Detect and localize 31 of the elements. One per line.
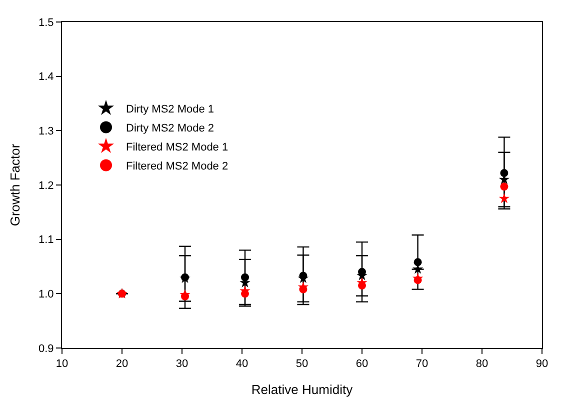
y-tick-label: 0.9 [38,342,54,355]
x-tick-label: 40 [236,358,248,370]
point [414,276,422,284]
x-tick-label: 20 [116,358,128,370]
x-tick-label: 70 [416,358,428,370]
x-axis-title: Relative Humidity [251,382,354,397]
point [500,182,508,191]
y-tick-label: 1.1 [38,234,54,246]
y-tick-label: 1.3 [38,126,54,138]
point [498,192,510,204]
point [241,273,249,282]
point [299,272,308,280]
legend-label: Dirty MS2 Mode 1 [126,104,214,116]
y-tick-label: 1.4 [38,71,54,84]
y-axis-title: Growth Factor [7,143,22,226]
point [181,292,189,300]
y-tick-label: 1.0 [38,288,54,301]
x-tick-label: 90 [536,358,548,370]
x-tick-label: 80 [476,358,488,370]
point [500,169,508,178]
x-tick-label: 60 [356,358,368,370]
legend-label: Dirty MS2 Mode 2 [126,122,214,135]
y-tick-label: 1.5 [38,16,54,29]
legend-label: Filtered MS2 Mode 2 [126,160,228,173]
x-tick-label: 50 [296,358,308,370]
x-tick-label: 30 [176,358,188,370]
point [358,282,366,290]
point [414,258,422,266]
x-tick-label: 10 [56,358,68,370]
legend-label: Filtered MS2 Mode 1 [126,142,228,154]
y-tick-label: 1.2 [38,180,54,192]
